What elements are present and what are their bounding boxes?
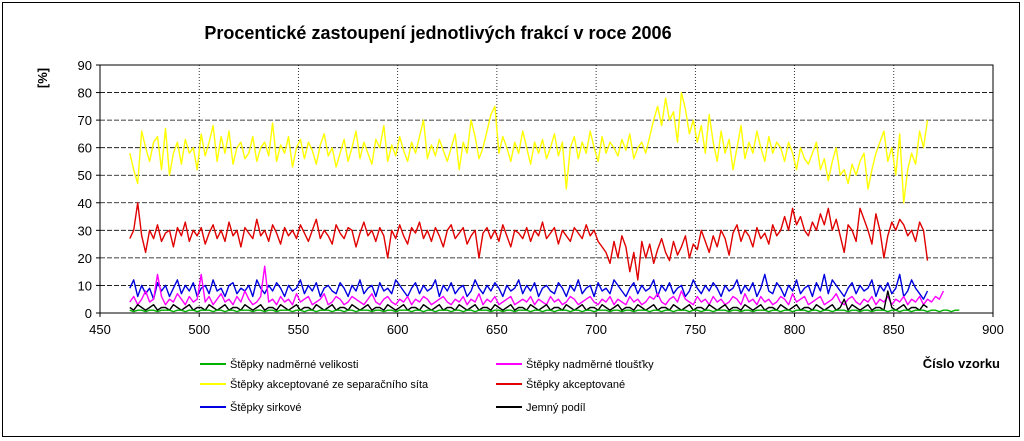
legend-label: Štěpky akceptované ze separačního síta (230, 378, 429, 391)
chart-title: Procentické zastoupení jednotlivých frak… (204, 23, 671, 43)
x-tick-label: 650 (486, 322, 508, 337)
series-line-1 (129, 265, 945, 306)
y-tick-label: 90 (78, 58, 92, 73)
series-line-4 (129, 273, 929, 300)
series-line-0 (129, 309, 960, 313)
x-tick-label: 700 (585, 322, 607, 337)
y-tick-label: 10 (78, 278, 92, 293)
x-tick-label: 900 (982, 322, 1004, 337)
y-tick-label: 20 (78, 251, 92, 266)
series-line-2 (129, 91, 929, 204)
x-tick-label: 800 (784, 322, 806, 337)
series-group (129, 91, 960, 313)
x-tick-label: 550 (288, 322, 310, 337)
series-line-3 (129, 202, 929, 281)
y-tick-label: 40 (78, 196, 92, 211)
plot-area (99, 64, 994, 314)
x-tick-label: 450 (89, 322, 111, 337)
x-axis-label: Číslo vzorku (923, 356, 1000, 371)
x-tick-label: 500 (188, 322, 210, 337)
y-tick-label: 0 (85, 306, 92, 321)
legend-label: Štěpky nadměrné velikosti (230, 358, 358, 371)
series-line-5 (129, 290, 928, 311)
legend-label: Štěpky akceptované (526, 378, 625, 391)
legend-label: Jemný podíl (526, 402, 585, 414)
y-axis-label: [%] (35, 68, 50, 88)
y-tick-label: 30 (78, 223, 92, 238)
y-tick-label: 60 (78, 141, 92, 156)
x-tick-label: 850 (883, 322, 905, 337)
y-tick-label: 70 (78, 113, 92, 128)
legend: Štěpky nadměrné velikosti Štěpky nadměrné… (200, 358, 654, 414)
legend-label: Štěpky nadměrné tloušťky (526, 358, 654, 371)
ticks: 0 10 20 30 40 50 60 70 80 90 450 500 550 600 650 700 750… (78, 58, 1004, 337)
y-tick-label: 50 (78, 168, 92, 183)
x-tick-label: 600 (387, 322, 409, 337)
legend-label: Štěpky sirkové (230, 401, 302, 414)
y-tick-label: 80 (78, 86, 92, 101)
x-tick-label: 750 (684, 322, 706, 337)
